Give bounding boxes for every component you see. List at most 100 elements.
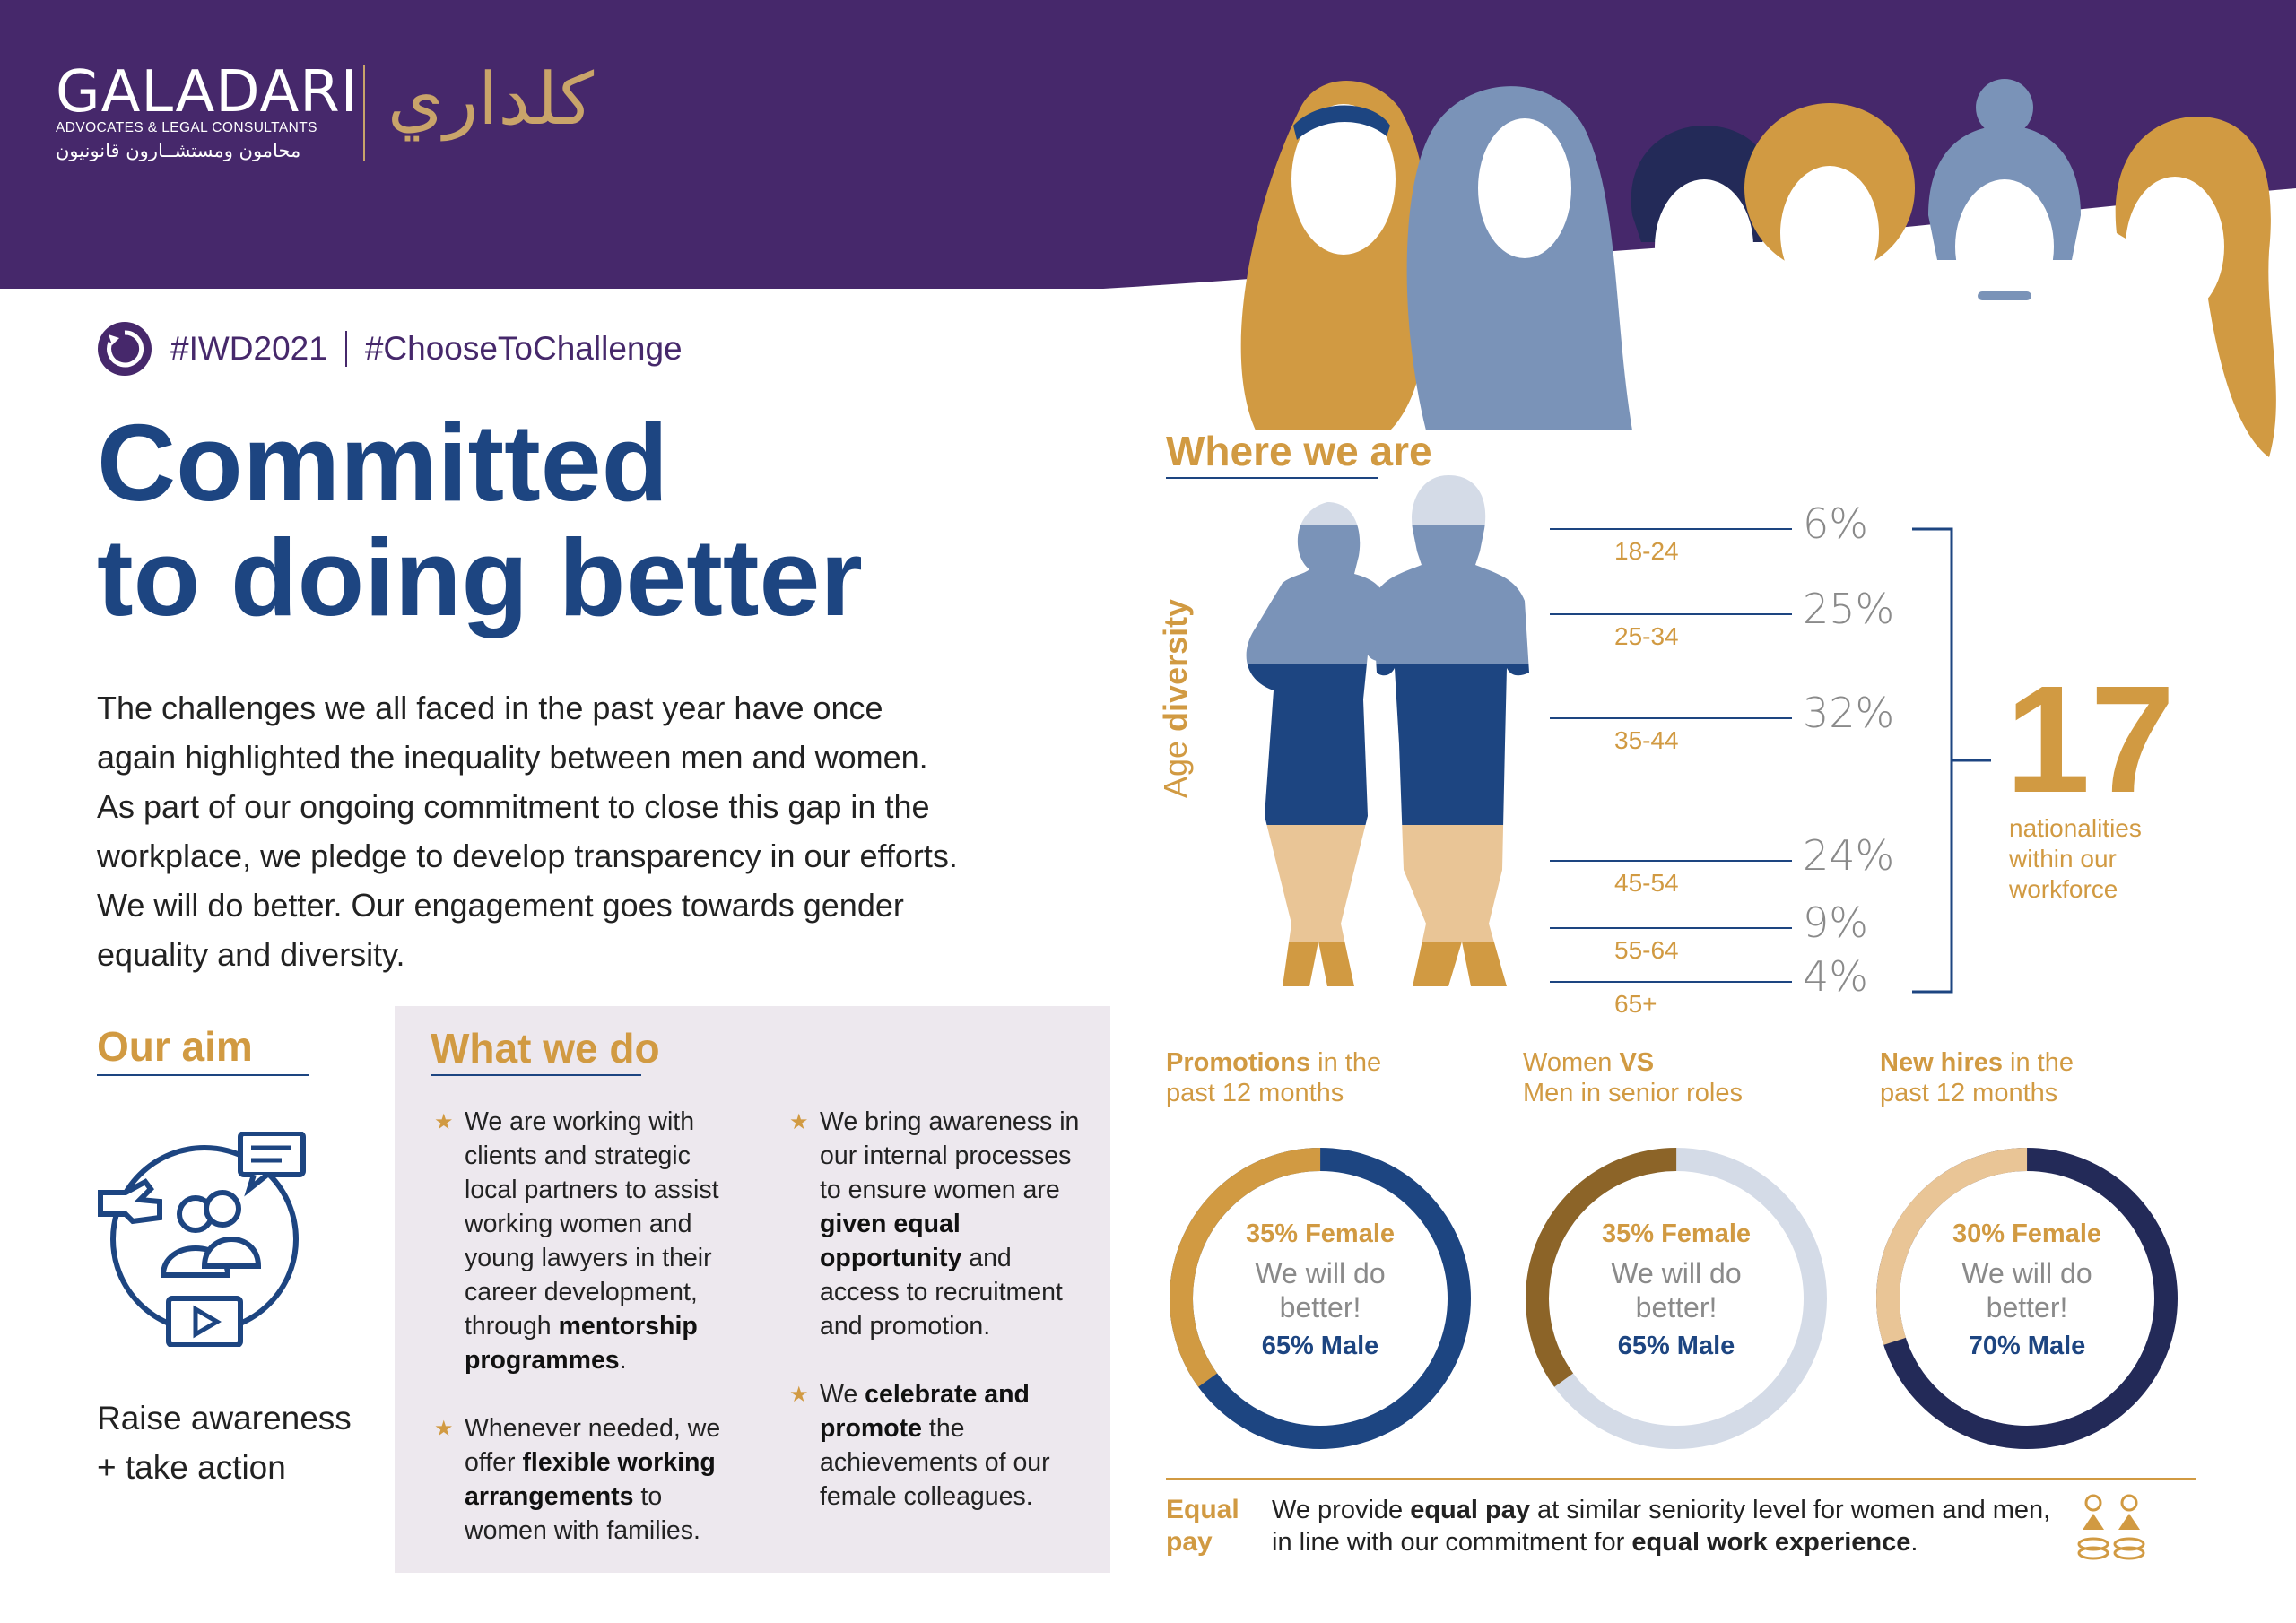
promotions-donut-label: 35% Female We will do better! 65% Male — [1204, 1219, 1437, 1361]
equal-coins-icon — [2077, 1494, 2145, 1560]
new-hires-heading-bold: New hires — [1880, 1048, 2003, 1077]
age-row-percent: 6% — [1803, 499, 1868, 548]
age-row-line — [1550, 613, 1792, 615]
new-hires-male-label: 70% Male — [1968, 1332, 2086, 1360]
donut-female-segment — [1876, 1148, 2178, 1449]
senior-roles-heading-pre: Women — [1523, 1048, 1620, 1077]
logo-subtitle: ADVOCATES & LEGAL CONSULTANTS — [56, 120, 317, 135]
what-we-do-heading: What we do — [430, 1025, 660, 1072]
hashtag-row: #IWD2021 #ChooseToChallenge — [97, 321, 683, 377]
star-bullet-icon: ★ — [789, 1110, 809, 1134]
nationalities-line: nationalities — [2009, 814, 2142, 842]
logo-arabic-subtitle: محامون ومستشــارون قانونيون — [56, 140, 301, 161]
list-item: ★ We bring awareness in our internal proc… — [789, 1105, 1091, 1343]
equal-pay-text-segment: equal pay — [1410, 1496, 1530, 1524]
list-item-text: given equal opportunity — [820, 1210, 962, 1272]
new-hires-heading-rest: in the — [2003, 1048, 2074, 1077]
promotions-heading-line2: past 12 months — [1166, 1079, 1344, 1107]
people-silhouette-illustration — [1246, 475, 1529, 986]
what-we-do-list-2: ★ We bring awareness in our internal proc… — [789, 1105, 1091, 1514]
list-item-text: to women with families. — [465, 1482, 700, 1545]
nationalities-line: within our — [2009, 845, 2117, 872]
age-row-percent: 32% — [1803, 689, 1895, 737]
age-row-percent: 25% — [1803, 585, 1895, 633]
age-row-label: 65+ — [1614, 990, 1657, 1018]
equal-pay-text: We provide equal pay at similar seniorit… — [1272, 1494, 2079, 1558]
star-bullet-icon: ★ — [789, 1383, 809, 1407]
senior-roles-heading-bold: VS — [1619, 1048, 1655, 1077]
nationalities-text: nationalities within our workforce — [2009, 813, 2142, 905]
what-we-do-panel: What we do ★ We are working with clients … — [395, 1006, 1110, 1573]
promotions-message-line: We will do — [1255, 1257, 1386, 1289]
age-row-line — [1550, 717, 1792, 719]
aim-text: Raise awareness + take action — [97, 1393, 352, 1492]
what-we-do-column-2: ★ We bring awareness in our internal proc… — [789, 1105, 1091, 1548]
senior-roles-message-line: We will do — [1611, 1257, 1742, 1289]
list-item-text: Whenever needed, we offer — [465, 1414, 721, 1477]
star-bullet-icon: ★ — [434, 1417, 454, 1441]
aim-text-line: + take action — [97, 1449, 286, 1486]
new-hires-message-line: We will do — [1961, 1257, 2092, 1289]
list-item: ★ We are working with clients and strateg… — [434, 1105, 739, 1377]
hashtag-choosetochallenge: #ChooseToChallenge — [364, 330, 683, 367]
list-item-text: flexible working arrangements — [465, 1448, 716, 1511]
new-hires-donut-label: 30% Female We will do better! 70% Male — [1910, 1219, 2144, 1361]
age-row-label: 45-54 — [1614, 869, 1679, 897]
senior-roles-donut-label: 35% Female We will do better! 65% Male — [1560, 1219, 1793, 1361]
intro-line: workplace, we pledge to develop transpar… — [97, 838, 958, 874]
nationalities-line: workforce — [2009, 875, 2118, 903]
list-item-text: We — [820, 1380, 865, 1409]
hashtag-iwd: #IWD2021 — [170, 330, 327, 367]
age-row-label: 55-64 — [1614, 936, 1679, 964]
new-hires-donut-chart — [1876, 1148, 2178, 1449]
where-we-are-underline — [1166, 477, 1378, 479]
senior-roles-donut-chart — [1526, 1148, 1828, 1449]
age-row-line — [1550, 860, 1792, 862]
list-item: ★ Whenever needed, we offer flexible work… — [434, 1411, 739, 1548]
awareness-icon — [98, 1132, 306, 1347]
what-we-do-list-1: ★ We are working with clients and strateg… — [434, 1105, 739, 1548]
promotions-heading-bold: Promotions — [1166, 1048, 1311, 1077]
list-item-text: We bring awareness in our internal proce… — [820, 1107, 1080, 1204]
equal-pay-text-segment: in line with our commitment for — [1272, 1528, 1632, 1557]
equal-pay-text-segment: equal work experience — [1631, 1528, 1911, 1557]
title-line-1: Committed — [97, 402, 669, 524]
nationalities-bracket — [1912, 527, 1991, 994]
intro-line: We will do better. Our engagement goes t… — [97, 887, 904, 924]
senior-roles-heading-line2: Men in senior roles — [1523, 1079, 1743, 1107]
senior-roles-female-label: 35% Female — [1601, 1219, 1752, 1248]
logo-divider — [363, 65, 365, 161]
new-hires-heading: New hires in the past 12 months — [1880, 1047, 2074, 1108]
star-bullet-icon: ★ — [434, 1110, 454, 1134]
man-silhouette-icon — [1372, 475, 1529, 986]
promotions-female-label: 35% Female — [1245, 1219, 1396, 1248]
where-we-are-heading: Where we are — [1166, 428, 1432, 474]
age-diversity-label: Age diversity — [1157, 599, 1195, 798]
page-title: Committed to doing better — [97, 405, 863, 635]
age-label-bold: diversity — [1157, 598, 1194, 732]
new-hires-female-label: 30% Female — [1952, 1219, 2102, 1248]
list-item-text: . — [619, 1346, 627, 1375]
women-illustration — [1103, 79, 2296, 475]
list-item-text: We are working with clients and strategi… — [465, 1107, 719, 1341]
title-line-2: to doing better — [97, 516, 863, 638]
age-row-label: 18-24 — [1614, 537, 1679, 565]
what-we-do-underline — [430, 1074, 641, 1076]
senior-roles-heading: Women VS Men in senior roles — [1523, 1047, 1743, 1108]
logo-name: GALADARI — [56, 59, 359, 126]
iwd-logo-icon — [98, 322, 152, 376]
list-item-text: celebrate and promote — [820, 1380, 1030, 1443]
hashtag-separator — [344, 331, 347, 367]
equal-pay-heading: Equal pay — [1166, 1494, 1239, 1558]
equal-pay-text-segment: at similar seniority level for women and… — [1530, 1496, 2051, 1524]
age-row-label: 25-34 — [1614, 622, 1679, 650]
woman-wavy-hair-icon — [1406, 86, 1632, 431]
new-hires-message-line: better! — [1986, 1291, 2068, 1324]
intro-line: again highlighted the inequality between… — [97, 739, 928, 776]
equal-pay-line-2: in line with our commitment for equal wo… — [1272, 1526, 2079, 1558]
age-row-percent: 9% — [1803, 898, 1868, 947]
promotions-heading-rest: in the — [1310, 1048, 1382, 1077]
promotions-donut-chart — [1170, 1148, 1471, 1449]
age-row-percent: 4% — [1803, 952, 1868, 1001]
promotions-heading: Promotions in the past 12 months — [1166, 1047, 1381, 1108]
